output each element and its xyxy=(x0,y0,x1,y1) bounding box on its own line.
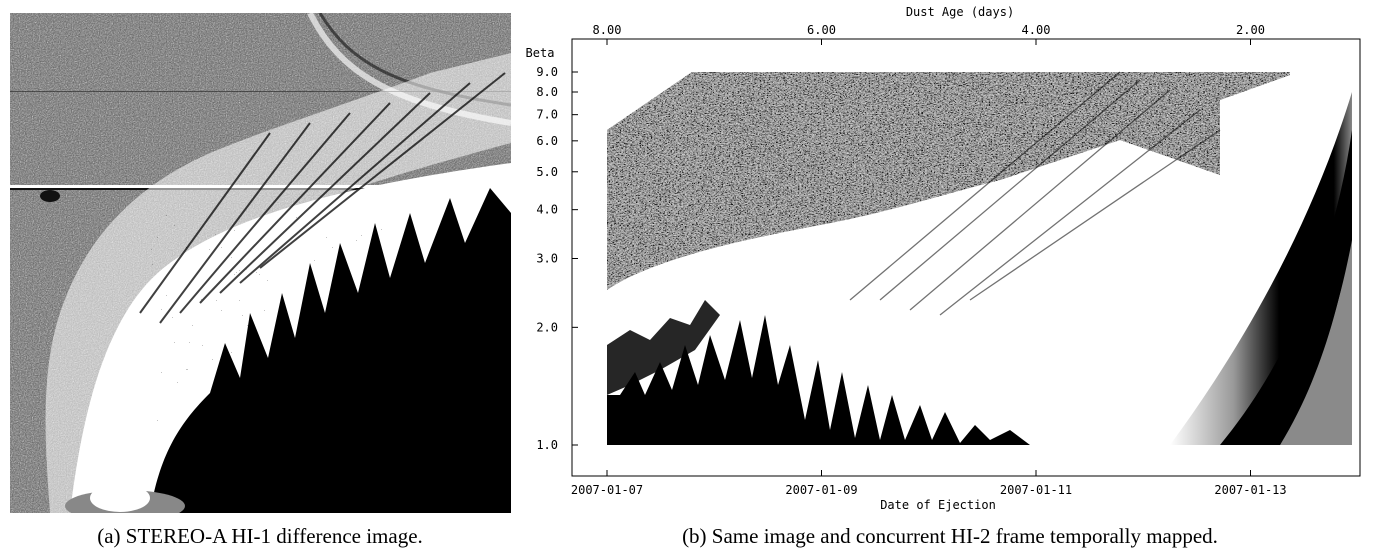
top-tick-label: 6.00 xyxy=(807,23,836,37)
y-tick-label: 6.0 xyxy=(536,134,558,148)
x-tick-label: 2007-01-11 xyxy=(1000,483,1072,497)
y-tick-label: 7.0 xyxy=(536,108,558,122)
x-tick-label: 2007-01-13 xyxy=(1214,483,1286,497)
y-axis-label: Beta xyxy=(526,46,555,60)
y-tick-label: 8.0 xyxy=(536,85,558,99)
caption-b: (b) Same image and concurrent HI-2 frame… xyxy=(682,524,1218,548)
caption-a: (a) STEREO-A HI-1 difference image. xyxy=(97,524,423,548)
top-tick-label: 2.00 xyxy=(1236,23,1265,37)
top-tick-label: 4.00 xyxy=(1022,23,1051,37)
x-tick-label: 2007-01-09 xyxy=(785,483,857,497)
y-tick-label: 2.0 xyxy=(536,320,558,334)
x-axis-label: Date of Ejection xyxy=(880,498,996,512)
y-tick-label: 4.0 xyxy=(536,203,558,217)
hi1-difference-image xyxy=(10,13,511,513)
top-tick-label: 8.00 xyxy=(593,23,622,37)
y-tick-label: 3.0 xyxy=(536,252,558,266)
temporal-mapping-chart: Dust Age (days) 8.00 6.00 4.00 2.00 Beta 1.… xyxy=(520,0,1380,520)
top-axis-label: Dust Age (days) xyxy=(906,5,1014,19)
y-tick-label: 9.0 xyxy=(536,65,558,79)
x-tick-label: 2007-01-07 xyxy=(571,483,643,497)
plot-frame xyxy=(571,38,1361,477)
y-tick-label: 1.0 xyxy=(536,438,558,452)
mapped-image xyxy=(607,71,1352,445)
y-tick-label: 5.0 xyxy=(536,165,558,179)
